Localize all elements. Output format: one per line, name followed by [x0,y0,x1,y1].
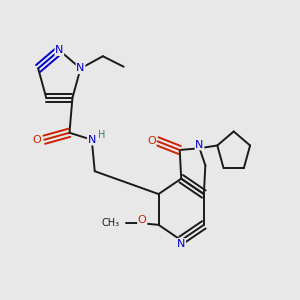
Text: O: O [147,136,156,146]
Text: H: H [98,130,106,140]
Text: O: O [32,135,41,145]
Text: CH₃: CH₃ [102,218,120,228]
Text: N: N [195,140,204,150]
Text: O: O [138,214,147,225]
Text: N: N [88,135,96,145]
Text: N: N [177,239,185,249]
Text: N: N [55,45,64,55]
Text: N: N [76,64,85,74]
